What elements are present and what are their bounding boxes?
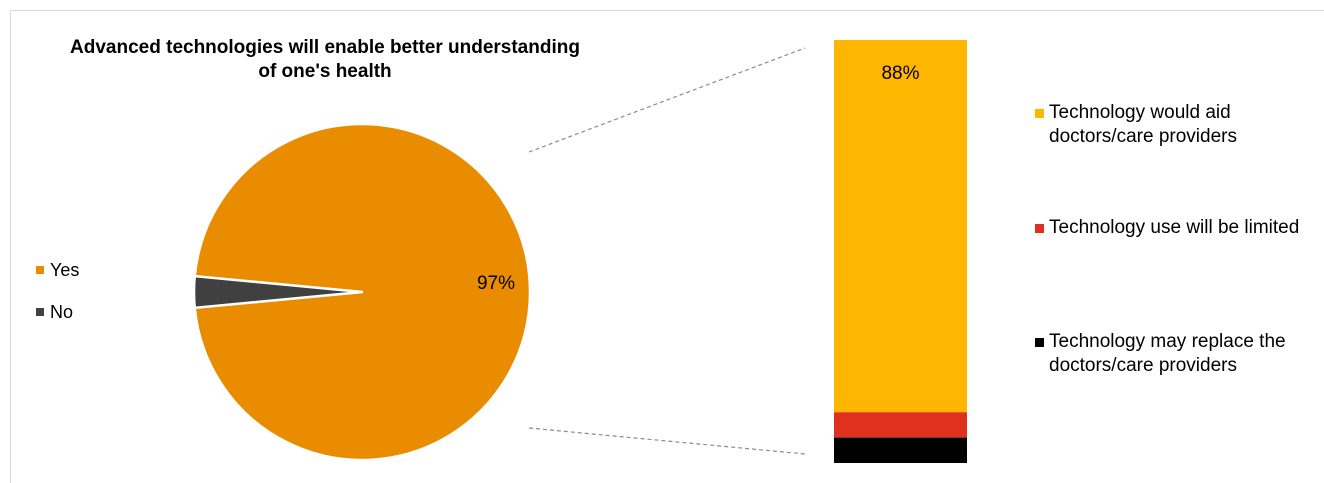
pie-slice-no bbox=[192, 274, 364, 310]
legend-swatch-no bbox=[36, 308, 44, 316]
legend-item-yes: Yes bbox=[36, 258, 79, 282]
legend-label-aid: Technology would aid doctors/care provid… bbox=[1049, 102, 1237, 147]
legend-swatch-aid bbox=[1035, 109, 1044, 118]
connector-lines bbox=[528, 47, 806, 455]
legend-swatch-limited bbox=[1035, 224, 1044, 233]
legend-label-limited: Technology use will be limited bbox=[1049, 217, 1300, 238]
legend-swatch-yes bbox=[36, 266, 44, 274]
bar-segment-technology-may-replace-the-doctors-care-providers bbox=[834, 437, 967, 463]
legend-item-no: No bbox=[36, 300, 79, 324]
bar-data-label-aid: 88% bbox=[881, 63, 919, 84]
pie-chart-title: Advanced technologies will enable better… bbox=[70, 37, 580, 82]
bar-segment-technology-would-aid-doctors-care-providers bbox=[834, 40, 967, 413]
pie-legend: Yes No bbox=[36, 258, 79, 342]
legend-label-replace: Technology may replace the doctors/care … bbox=[1049, 331, 1286, 376]
connector-line-top bbox=[528, 47, 806, 153]
connector-line-bottom bbox=[528, 427, 806, 455]
legend-label-no: No bbox=[50, 301, 74, 322]
pie-chart: 97% bbox=[192, 122, 532, 462]
bar-segment-technology-use-will-be-limited bbox=[834, 412, 967, 438]
chart-frame bbox=[10, 10, 1324, 483]
pie-data-label-yes: 97% bbox=[477, 273, 515, 294]
legend-label-yes: Yes bbox=[50, 259, 80, 280]
stacked-bar: 88% bbox=[834, 40, 967, 463]
legend-swatch-replace bbox=[1035, 338, 1044, 347]
